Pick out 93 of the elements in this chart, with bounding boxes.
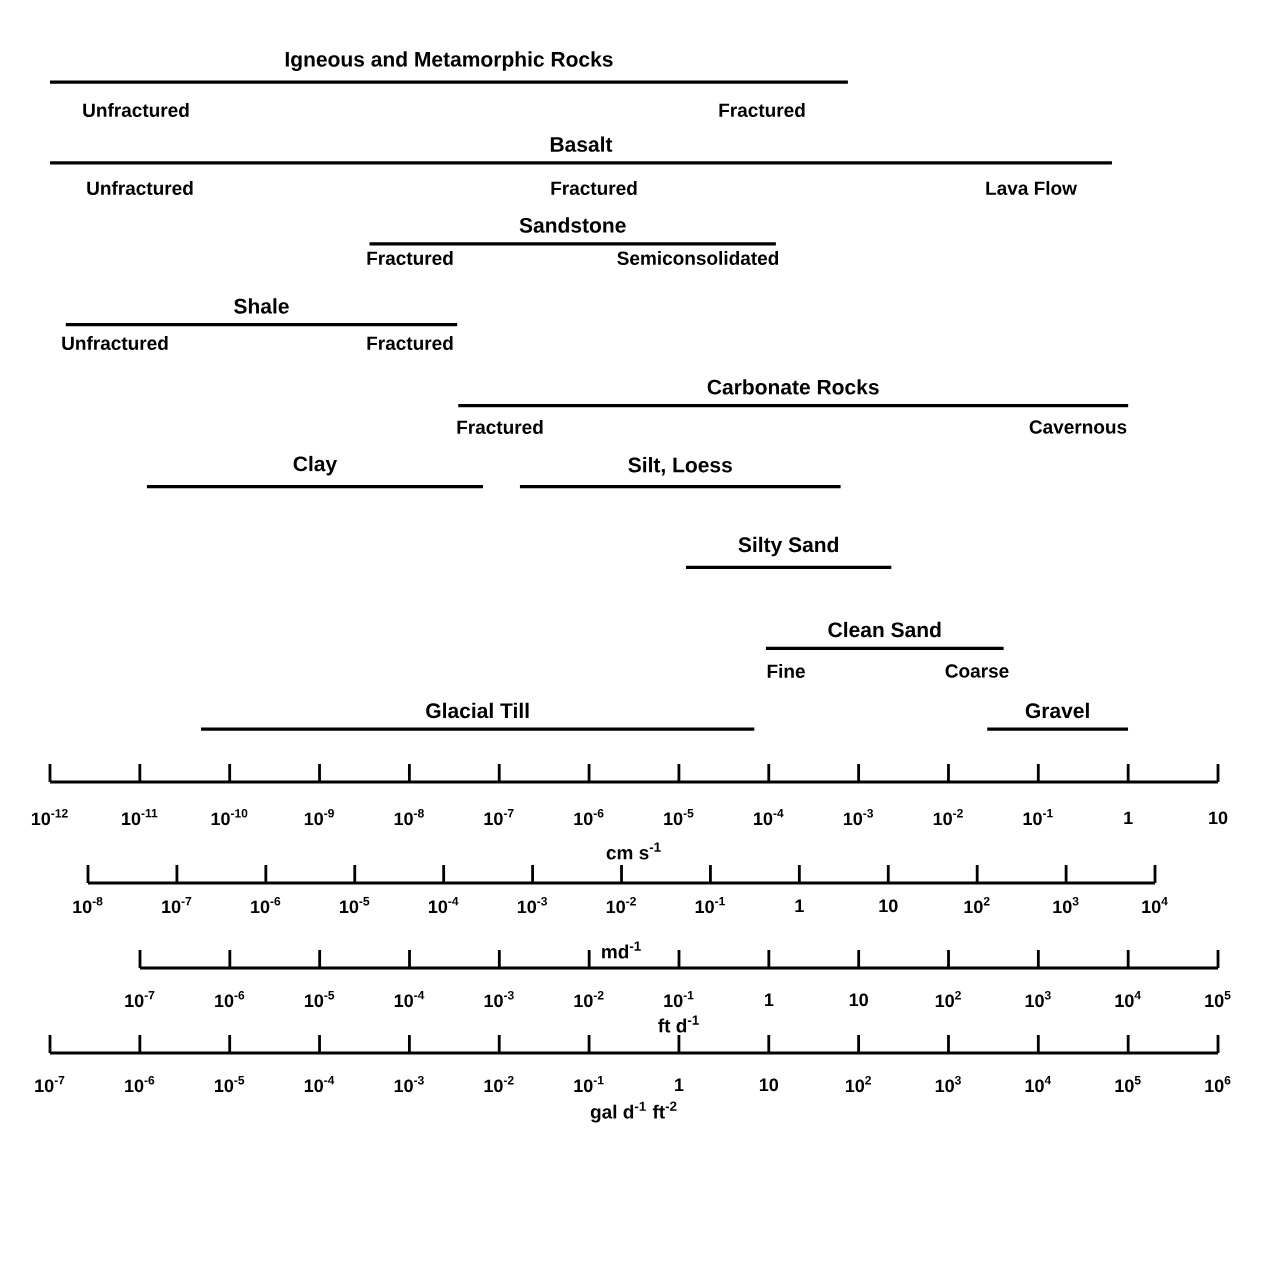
text: 10$^{5}$ <box>1205 991 1231 1008</box>
text: 10$^{5}$ <box>1115 1076 1141 1093</box>
text: 10$^{-6}$ <box>251 897 281 914</box>
bar <box>369 242 776 246</box>
text: 10$^{-2}$ <box>574 991 604 1008</box>
text: 10$^{-4}$ <box>394 991 425 1008</box>
x-tick-label: 10 <box>1209 811 1228 825</box>
annotation: Cavernous <box>1029 420 1127 434</box>
y-tick-label: Igneous and Metamorphic Rocks <box>285 51 613 71</box>
x-tick-label: 10$^{-1}$ <box>1023 809 1053 826</box>
data-label: Silt, Loess <box>628 456 732 476</box>
text: 10$^{-3}$ <box>517 897 548 914</box>
text: 10$^{-4}$ <box>428 897 459 914</box>
annotation: Fractured <box>367 336 453 350</box>
text: 10$^{4}$ <box>1115 991 1141 1008</box>
text: md$^{-1}$ <box>602 941 641 959</box>
text: 10$^{-5}$ <box>340 897 370 914</box>
x-tick-label: 10$^{-5}$ <box>664 809 694 826</box>
text: 10 <box>759 1078 779 1092</box>
bar <box>49 80 848 84</box>
annotation: Fractured <box>719 103 805 117</box>
x-tick-label: 10$^{-2}$ <box>933 809 963 826</box>
text: 10$^{3}$ <box>1025 991 1051 1008</box>
bar <box>201 727 755 731</box>
text: 10 <box>879 899 898 913</box>
x-tick-label: 10$^{-8}$ <box>394 809 424 826</box>
text: 10$^{6}$ <box>1205 1076 1231 1093</box>
text: 10$^{-3}$ <box>484 991 514 1008</box>
x-tick-label: 10$^{-6}$ <box>574 809 604 826</box>
text: ft d$^{-1}$ <box>658 1015 699 1033</box>
annotation: Fine <box>767 664 805 678</box>
annotation: Unfractured <box>87 181 193 195</box>
y-tick-label: Silty Sand <box>738 536 839 557</box>
text: 10$^{-4}$ <box>304 1076 335 1093</box>
annotation: Unfractured <box>62 336 168 350</box>
text: 10$^{-7}$ <box>125 991 155 1008</box>
annotation: Semiconsolidated <box>617 251 779 265</box>
bar <box>686 565 892 570</box>
annotation: Fractured <box>367 251 453 265</box>
bar <box>49 161 1112 165</box>
text: 10$^{-6}$ <box>215 991 245 1008</box>
bar <box>519 484 841 489</box>
y-tick-label: Clay <box>293 455 338 476</box>
text: 1 <box>795 899 804 913</box>
text: 10$^{-1}$ <box>574 1076 604 1093</box>
x-tick-label: 10$^{-9}$ <box>304 809 334 826</box>
text: 10$^{-1}$ <box>664 991 694 1008</box>
x-axis-title: cm s$^{-1}$ <box>606 842 661 860</box>
text: 10 <box>849 993 868 1007</box>
text: 10$^{-1}$ <box>695 897 725 914</box>
annotation: Fractured <box>457 420 543 434</box>
bar <box>765 646 1004 650</box>
annotation: Unfractured <box>83 103 189 117</box>
annotation: Coarse <box>945 664 1009 678</box>
y-tick-label: Glacial Till <box>426 702 529 719</box>
y-tick-label: Basalt <box>550 136 613 152</box>
text: 10$^{-7}$ <box>35 1076 65 1093</box>
text: 10$^{-2}$ <box>606 897 636 914</box>
bar <box>458 404 1129 408</box>
text: 10$^{2}$ <box>964 897 990 914</box>
x-tick-label: 10$^{-12}$ <box>31 809 68 826</box>
y-tick-label: Carbonate Rocks <box>707 379 879 395</box>
x-tick-label: 10$^{-11}$ <box>122 809 158 826</box>
x-tick-label: 10$^{-7}$ <box>484 809 514 826</box>
bar <box>65 323 458 327</box>
text: 10$^{4}$ <box>1025 1076 1052 1093</box>
annotation: Fractured <box>551 181 637 195</box>
text: 10$^{-5}$ <box>304 991 335 1008</box>
y-tick-label: Shale <box>234 298 289 314</box>
y-tick-label: Sandstone <box>519 217 626 233</box>
x-tick-label: 1 <box>1124 811 1133 825</box>
x-tick-label: 10$^{-10}$ <box>211 809 248 826</box>
x-tick-label: 10$^{-4}$ <box>754 809 784 826</box>
y-tick-label: Clean Sand <box>828 621 941 638</box>
text: 10$^{4}$ <box>1142 897 1168 914</box>
bar <box>146 484 484 489</box>
x-tick-label: 10$^{-3}$ <box>843 809 874 826</box>
text: 10$^{-5}$ <box>214 1076 245 1093</box>
text: 10$^{2}$ <box>935 991 961 1008</box>
text: 1 <box>764 993 774 1007</box>
text: 10$^{2}$ <box>845 1076 872 1093</box>
bar <box>987 727 1129 731</box>
text: 10$^{-8}$ <box>73 897 103 914</box>
text: 10$^{3}$ <box>935 1076 961 1093</box>
text: 1 <box>675 1078 684 1092</box>
text: gal d$^{-1}$ ft$^{-2}$ <box>590 1101 677 1123</box>
annotation: Lava Flow <box>986 181 1077 195</box>
text: 10$^{-3}$ <box>394 1076 424 1093</box>
data-label: Gravel <box>1025 702 1089 719</box>
text: 10$^{-6}$ <box>125 1076 155 1093</box>
text: 10$^{-2}$ <box>484 1076 514 1093</box>
text: 10$^{-7}$ <box>162 897 192 914</box>
text: 10$^{3}$ <box>1053 897 1079 914</box>
